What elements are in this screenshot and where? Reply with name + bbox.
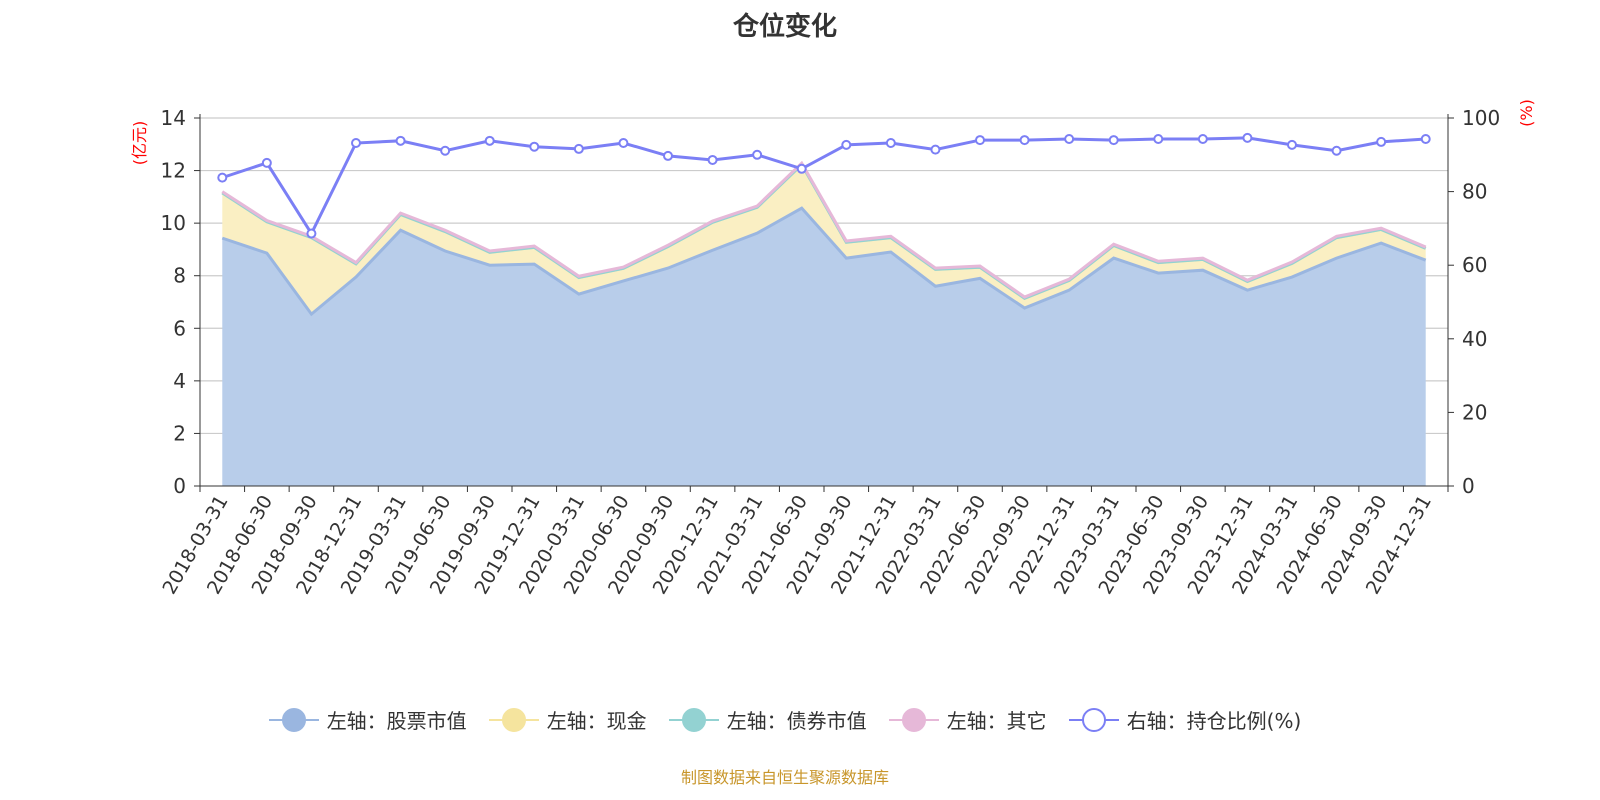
left-tick-label: 6	[173, 316, 186, 340]
ratio-point	[618, 138, 629, 149]
ratio-point	[975, 135, 985, 146]
left-axis-label: (亿元)	[130, 121, 149, 166]
ratio-point	[930, 144, 941, 155]
legend-item-cash[interactable]: 左轴：现金	[488, 705, 647, 734]
legend-label: 左轴：其它	[946, 709, 1047, 733]
legend-marker-icon	[668, 707, 719, 732]
legend-marker-icon	[488, 707, 539, 732]
chart-plot: 02468101214020406080100(亿元)(%)2018-03-31…	[130, 99, 1536, 598]
source-footer: 制图数据来自恒生聚源数据库	[680, 768, 889, 787]
ratio-point	[261, 157, 272, 168]
right-tick-label: 80	[1462, 180, 1487, 204]
ratio-point	[1153, 133, 1164, 144]
ratio-point	[351, 138, 361, 149]
ratio-line	[221, 136, 1426, 237]
legend-item-other[interactable]: 左轴：其它	[888, 705, 1047, 734]
left-tick-label: 14	[161, 106, 186, 130]
left-tick-label: 8	[173, 264, 186, 288]
ratio-point	[306, 228, 317, 239]
ratio-point	[1287, 139, 1297, 150]
ratio-point	[1242, 132, 1253, 143]
legend-label: 左轴：现金	[546, 709, 647, 733]
stock-area	[222, 208, 1426, 486]
ratio-point	[1197, 133, 1208, 144]
right-tick-label: 40	[1462, 327, 1487, 351]
legend: 左轴：股票市值 左轴：现金 左轴：债券市值 左轴：其它 右轴：持仓比例(%)	[0, 705, 1570, 734]
ratio-point	[663, 150, 673, 161]
ratio-point	[796, 163, 807, 174]
legend-item-stock[interactable]: 左轴：股票市值	[268, 705, 467, 734]
legend-label: 左轴：债券市值	[726, 709, 867, 733]
left-tick-label: 0	[173, 474, 186, 498]
right-tick-label: 20	[1462, 400, 1487, 424]
ratio-point	[885, 138, 896, 149]
ratio-point	[1376, 136, 1387, 147]
legend-label: 左轴：股票市值	[326, 709, 467, 733]
left-tick-label: 12	[161, 159, 186, 183]
chart-title: 仓位变化	[732, 12, 837, 42]
right-axis-label: (%)	[1517, 99, 1536, 127]
ratio-point	[752, 149, 763, 160]
legend-marker-icon	[888, 707, 939, 732]
left-tick-label: 10	[161, 211, 186, 235]
other-line	[221, 160, 1427, 299]
stock-line	[221, 206, 1427, 317]
ratio-point	[1064, 133, 1075, 144]
ratio-point	[1420, 133, 1431, 144]
legend-label: 右轴：持仓比例(%)	[1126, 709, 1302, 733]
right-tick-label: 60	[1462, 253, 1487, 277]
legend-marker-icon	[268, 707, 319, 732]
legend-item-bond[interactable]: 左轴：债券市值	[668, 705, 867, 734]
left-tick-label: 2	[173, 421, 186, 445]
left-tick-label: 4	[173, 369, 186, 393]
right-tick-label: 0	[1462, 474, 1475, 498]
ratio-point	[484, 135, 495, 146]
ratio-point	[1331, 145, 1342, 156]
ratio-point	[841, 139, 852, 150]
right-tick-label: 100	[1462, 106, 1500, 130]
ratio-point	[217, 172, 228, 183]
ratio-point	[440, 145, 451, 156]
legend-item-ratio[interactable]: 右轴：持仓比例(%)	[1068, 705, 1302, 734]
ratio-point	[395, 135, 406, 146]
ratio-point	[573, 143, 584, 154]
ratio-point	[529, 141, 540, 152]
ratio-point	[707, 154, 718, 165]
legend-marker-icon	[1068, 707, 1119, 732]
ratio-point	[1019, 135, 1030, 146]
ratio-point	[1108, 135, 1119, 146]
